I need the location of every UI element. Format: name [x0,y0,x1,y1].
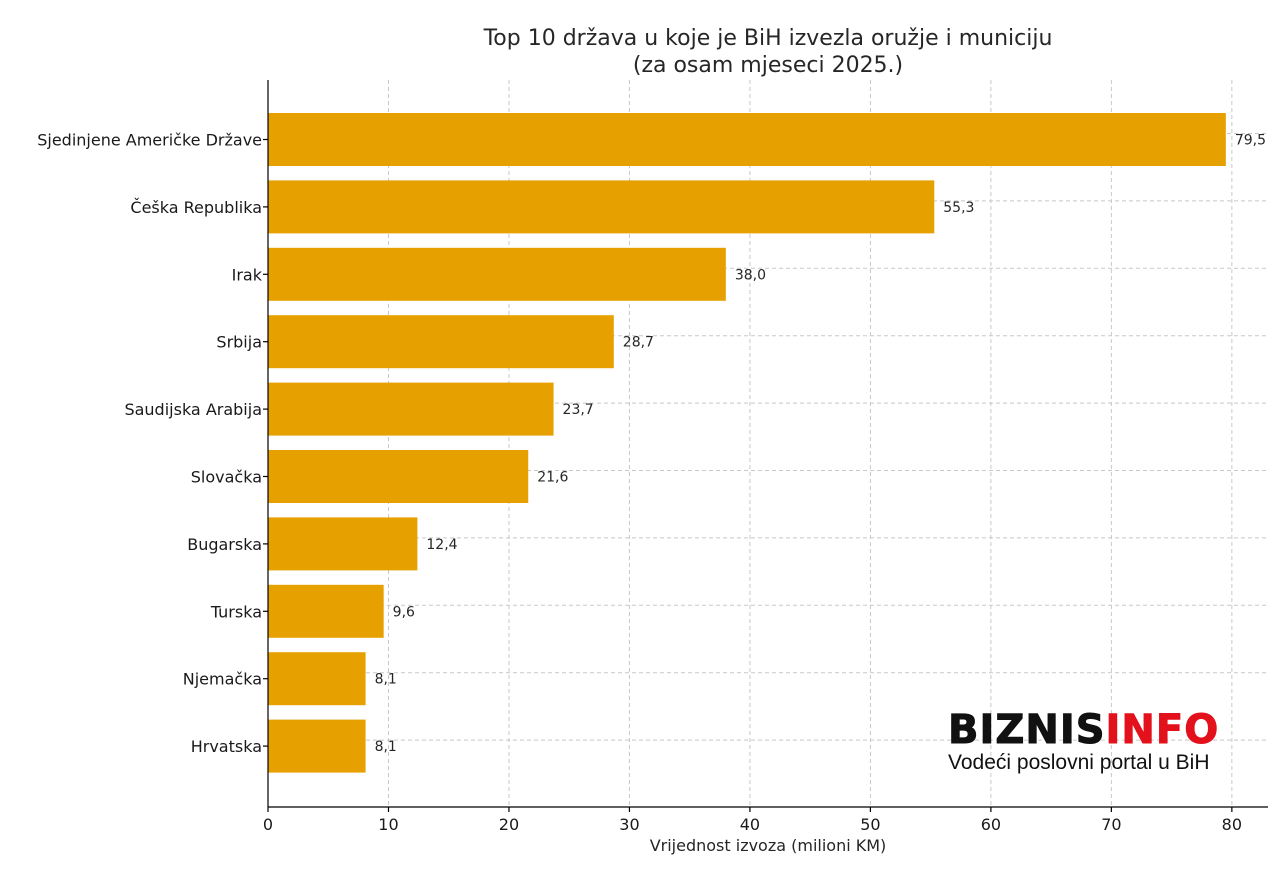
logo-brand-part2: INFO [1105,707,1220,753]
category-label: Sjedinjene Američke Države [37,131,262,150]
data-label: 12,4 [426,537,457,553]
data-label: 8,1 [375,739,397,755]
bar [268,113,1226,166]
bars: 79,5 55,3 38,0 28,7 23,7 21,6 12,4 9,6 8,1 8,1 [268,113,1266,773]
category-label: Saudijska Arabija [124,400,262,419]
x-tick-label: 0 [263,815,273,834]
data-label: 8,1 [375,672,397,688]
category-label: Njemačka [183,670,262,689]
logo-tagline: Vodeći poslovni portal u BiH [948,751,1210,774]
category-label: Hrvatska [191,737,262,756]
category-label: Češka Republika [130,198,262,217]
category-label: Turska [210,602,262,621]
x-tick-label: 80 [1222,815,1242,834]
data-label: 21,6 [537,470,568,486]
biznisinfo-logo: BIZNISINFO Vodeći poslovni portal u BiH [948,710,1268,776]
bar [268,315,614,369]
axes: 0 10 20 30 40 50 60 70 80 Sjedinjene Američke Drž… [37,80,1268,834]
x-tick-label: 60 [981,815,1001,834]
bar [268,180,935,234]
logo-wordmark: BIZNISINFO [948,707,1268,753]
bar [268,247,726,301]
bar [268,584,384,638]
data-label: 55,3 [943,200,974,216]
data-label: 28,7 [623,335,654,351]
data-label: 79,5 [1235,133,1266,149]
x-tick-label: 20 [499,815,519,834]
data-label: 9,6 [393,604,415,620]
bar [268,719,366,773]
chart-title: Top 10 država u koje je BiH izvezla oruž… [483,26,1053,51]
x-tick-label: 70 [1101,815,1121,834]
category-label: Bugarska [187,535,262,554]
data-label: 23,7 [563,402,594,418]
bar [268,382,554,436]
bar [268,450,529,503]
bar [268,652,366,706]
x-tick-label: 30 [619,815,639,834]
bar [268,517,418,571]
category-label: Srbija [216,333,262,352]
x-tick-label: 40 [740,815,760,834]
category-label: Slovačka [191,468,262,487]
chart-subtitle: (za osam mjeseci 2025.) [633,53,903,78]
x-axis-label: Vrijednost izvoza (milioni KM) [650,836,887,855]
logo-brand-part1: BIZNIS [948,707,1106,753]
category-label: Irak [232,265,263,284]
x-tick-label: 50 [860,815,880,834]
data-label: 38,0 [735,267,766,283]
x-tick-label: 10 [378,815,398,834]
